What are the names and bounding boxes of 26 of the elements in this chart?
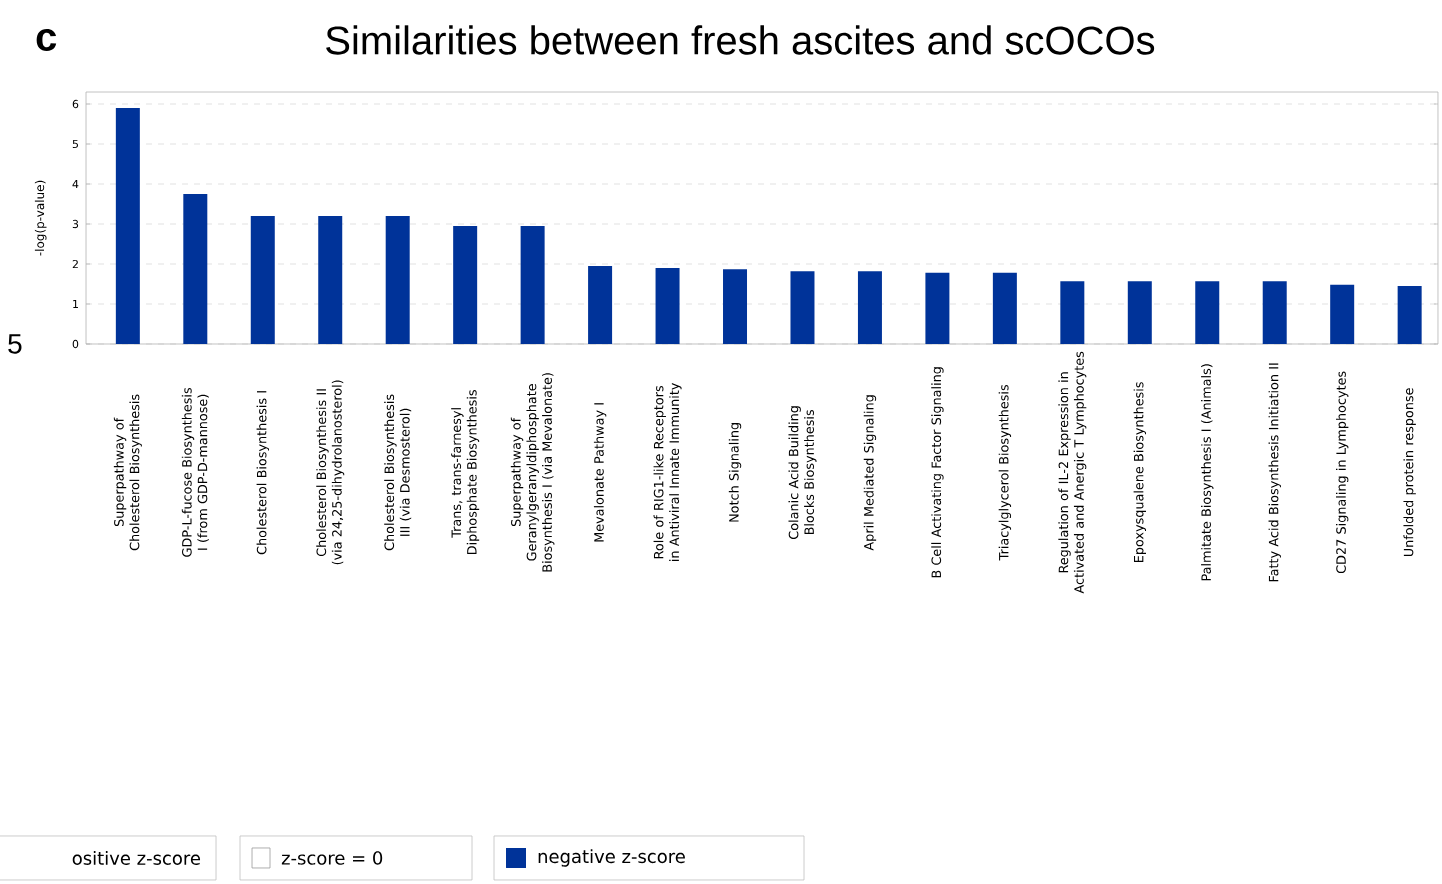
bar [992,272,1017,344]
bar [183,194,208,344]
bar [588,265,613,344]
bar [857,271,882,344]
bar [655,268,680,344]
bar [520,226,545,344]
bar [790,271,815,344]
chart-title: Similarities between fresh ascites and scOCOs [326,25,1155,55]
bar [318,215,343,344]
legend-label: negative z-score [538,849,685,867]
bar [1060,281,1085,344]
bar [1262,281,1287,344]
bar [1397,286,1422,344]
text: 5 [8,334,22,354]
bar [1330,284,1355,344]
bar [723,269,748,344]
text: ositive z-score [72,851,201,865]
text: z-score = 0 [281,851,383,865]
bar [925,272,950,344]
bar [385,215,410,344]
bar [1127,281,1152,344]
bar [453,226,478,344]
text: c [36,29,57,51]
bar [115,108,140,344]
bar [250,215,275,344]
bar [1195,281,1220,344]
